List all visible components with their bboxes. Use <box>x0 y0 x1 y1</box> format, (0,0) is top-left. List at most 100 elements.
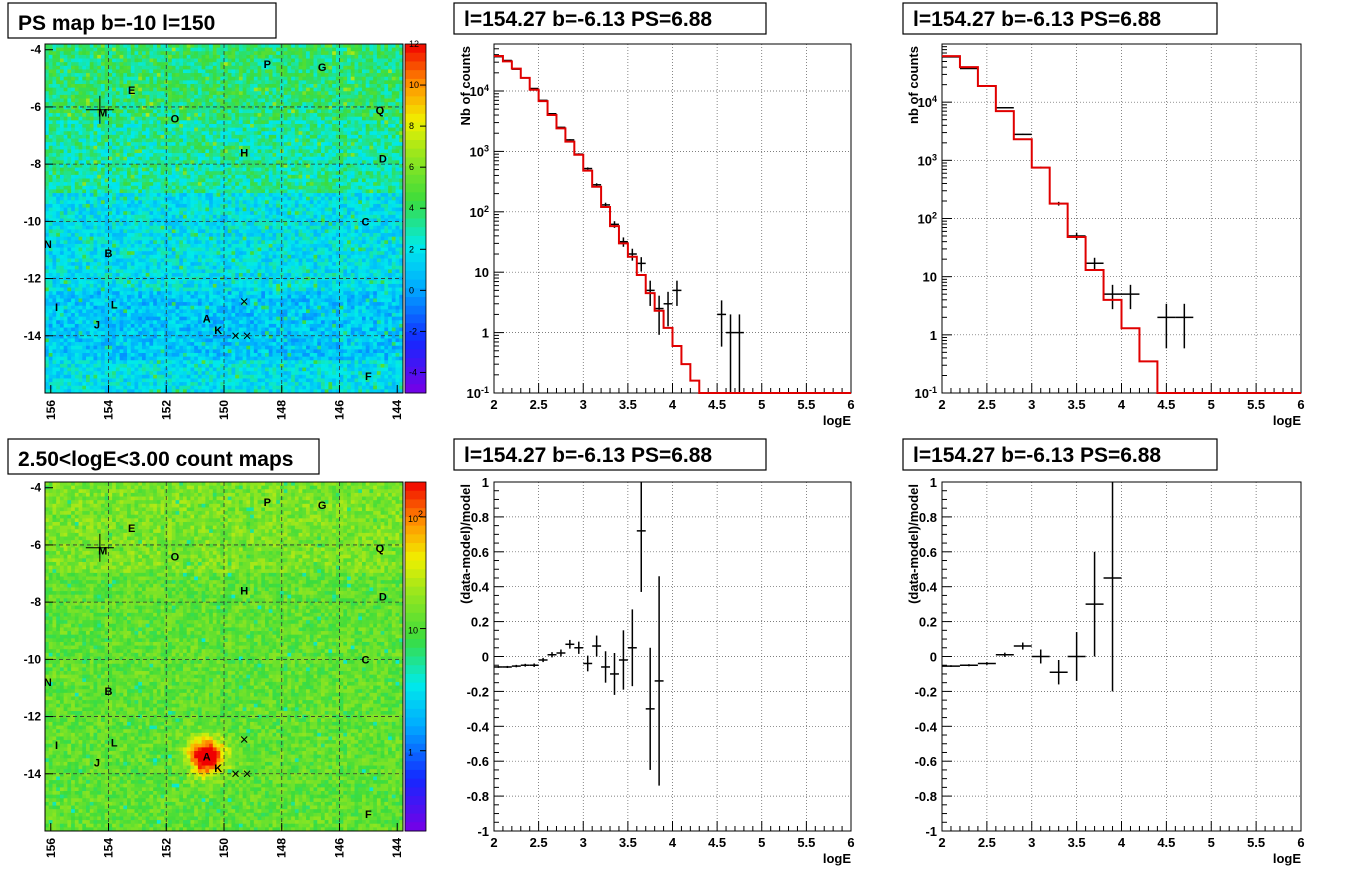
map-pixel <box>347 218 352 223</box>
map-pixel <box>283 127 288 132</box>
map-pixel <box>376 51 382 56</box>
map-pixel <box>384 134 389 139</box>
map-pixel <box>89 116 94 121</box>
map-pixel <box>209 62 214 67</box>
map-pixel <box>294 156 299 161</box>
map-pixel <box>309 65 314 70</box>
map-pixel <box>220 174 225 179</box>
map-pixel <box>343 138 348 143</box>
map-pixel <box>246 196 251 201</box>
map-pixel <box>97 123 102 129</box>
map-pixel <box>373 207 378 212</box>
map-pixel <box>354 207 359 212</box>
map-pixel <box>145 73 150 78</box>
map-pixel <box>197 116 203 121</box>
map-pixel <box>153 105 158 110</box>
map-pixel <box>156 62 162 67</box>
map-pixel <box>127 196 132 201</box>
map-pixel <box>246 102 251 107</box>
map-pixel <box>194 171 199 176</box>
map-pixel <box>52 123 57 129</box>
map-pixel <box>302 134 307 139</box>
map-pixel <box>369 203 374 208</box>
map-pixel <box>302 80 307 85</box>
map-pixel <box>71 54 76 59</box>
map-pixel <box>320 211 326 216</box>
map-pixel <box>306 91 311 96</box>
map-pixel <box>261 207 266 212</box>
map-pixel <box>216 91 221 96</box>
map-pixel <box>175 142 180 147</box>
map-pixel <box>224 98 229 103</box>
map-pixel <box>212 163 217 169</box>
map-pixel <box>123 171 128 176</box>
map-pixel <box>141 200 147 205</box>
map-pixel <box>257 47 262 52</box>
map-pixel <box>376 58 382 63</box>
map-pixel <box>212 211 217 216</box>
map-pixel <box>246 189 251 194</box>
map-pixel <box>89 203 94 208</box>
map-pixel <box>376 65 382 70</box>
map-pixel <box>302 120 307 125</box>
map-pixel <box>384 98 389 103</box>
map-pixel <box>313 211 318 216</box>
map-pixel <box>130 58 135 63</box>
map-pixel <box>171 200 176 205</box>
map-pixel <box>291 94 296 99</box>
map-pixel <box>115 47 120 52</box>
map-pixel <box>391 174 396 179</box>
map-pixel <box>190 214 195 219</box>
map-pixel <box>186 145 191 150</box>
map-pixel <box>335 222 341 227</box>
map-pixel <box>93 229 98 234</box>
map-pixel <box>82 80 87 85</box>
map-pixel <box>194 120 199 125</box>
map-pixel <box>224 113 229 118</box>
map-pixel <box>283 163 288 169</box>
map-pixel <box>78 120 83 125</box>
map-pixel <box>153 182 158 187</box>
map-pixel <box>97 203 102 208</box>
map-pixel <box>317 171 322 176</box>
map-pixel <box>115 127 120 132</box>
map-pixel <box>52 211 57 216</box>
map-pixel <box>235 185 240 190</box>
map-pixel <box>302 167 307 172</box>
map-pixel <box>361 189 367 194</box>
map-pixel <box>227 163 232 169</box>
map-pixel <box>127 76 132 81</box>
map-pixel <box>216 218 221 223</box>
map-pixel <box>205 131 210 136</box>
map-pixel <box>175 102 180 107</box>
map-pixel <box>298 69 303 74</box>
map-pixel <box>253 73 258 78</box>
map-pixel <box>235 47 240 52</box>
map-pixel <box>145 127 150 132</box>
map-pixel <box>56 83 61 89</box>
map-pixel <box>250 163 255 169</box>
map-pixel <box>298 163 303 169</box>
map-pixel <box>127 131 132 136</box>
map-pixel <box>97 222 102 227</box>
map-pixel <box>317 58 322 63</box>
map-pixel <box>391 138 396 143</box>
map-pixel <box>227 102 232 107</box>
map-pixel <box>171 163 176 169</box>
map-pixel <box>309 149 314 154</box>
map-pixel <box>339 171 344 176</box>
map-pixel <box>373 214 378 219</box>
map-pixel <box>212 113 217 118</box>
map-pixel <box>261 105 266 110</box>
map-pixel <box>182 98 188 103</box>
map-pixel <box>52 193 57 198</box>
map-pixel <box>112 51 117 56</box>
map-pixel <box>350 145 355 150</box>
map-pixel <box>224 123 229 129</box>
map-pixel <box>52 138 57 143</box>
map-pixel <box>339 153 344 158</box>
map-pixel <box>74 83 79 89</box>
map-pixel <box>190 120 195 125</box>
map-pixel <box>399 65 404 70</box>
map-pixel <box>190 182 195 187</box>
